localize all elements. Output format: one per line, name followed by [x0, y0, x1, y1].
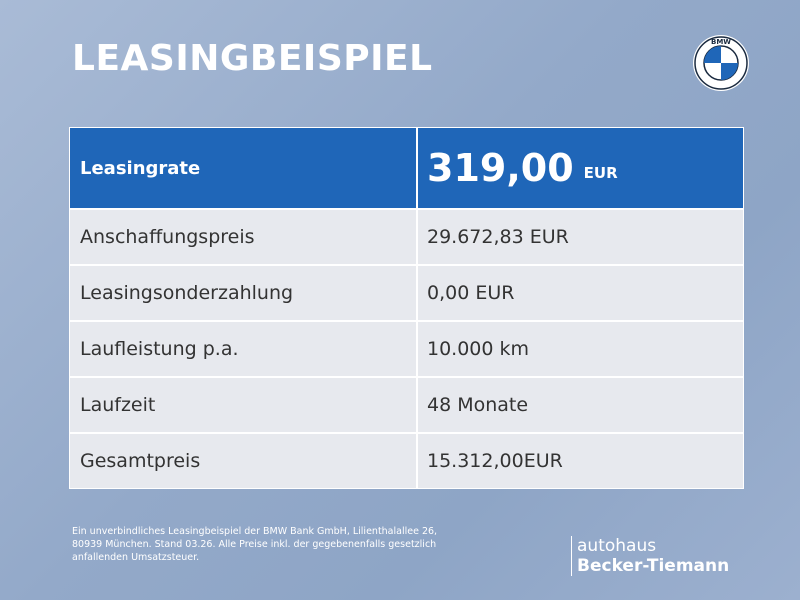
- row-value: 29.672,83 EUR: [427, 226, 569, 248]
- brand-line: autohaus: [577, 536, 657, 556]
- logo-text: BMW: [711, 38, 731, 46]
- disclaimer-line: Ein unverbindliches Leasingbeispiel der …: [72, 526, 438, 537]
- disclaimer-line: 80939 München. Stand 03.26. Alle Preise …: [72, 539, 437, 550]
- leasing-table: Leasingrate 319,00 EUR Anschaffungspreis…: [69, 127, 744, 489]
- row-label: Leasingsonderzahlung: [70, 266, 418, 320]
- row-value: 48 Monate: [427, 394, 529, 416]
- row-value: 15.312,00EUR: [427, 450, 563, 472]
- table-row: Gesamtpreis 15.312,00EUR: [70, 434, 743, 488]
- row-label: Gesamtpreis: [70, 434, 418, 488]
- rate-value: 319,00: [427, 146, 574, 190]
- brand-name: Becker-Tiemann: [577, 556, 730, 576]
- row-label: Anschaffungspreis: [70, 210, 418, 264]
- disclaimer-line: anfallenden Umsatzsteuer.: [72, 552, 200, 563]
- rate-unit: EUR: [583, 164, 618, 182]
- head-row: Leasingrate 319,00 EUR: [70, 128, 743, 210]
- table-row: Laufzeit 48 Monate: [70, 378, 743, 434]
- row-value: 10.000 km: [427, 338, 530, 360]
- head-value-cell: 319,00 EUR: [418, 128, 743, 208]
- row-value: 0,00 EUR: [427, 282, 515, 304]
- table-row: Leasingsonderzahlung 0,00 EUR: [70, 266, 743, 322]
- title: LEASINGBEISPIEL: [72, 38, 433, 79]
- bmw-logo: BMW: [693, 35, 749, 91]
- head-label: Leasingrate: [70, 128, 418, 208]
- table-row: Anschaffungspreis 29.672,83 EUR: [70, 210, 743, 266]
- disclaimer: Ein unverbindliches Leasingbeispiel der …: [72, 525, 437, 564]
- row-label: Laufzeit: [70, 378, 418, 432]
- row-label: Laufleistung p.a.: [70, 322, 418, 376]
- table-row: Laufleistung p.a. 10.000 km: [70, 322, 743, 378]
- dealer-brand: autohaus Becker-Tiemann: [571, 536, 729, 576]
